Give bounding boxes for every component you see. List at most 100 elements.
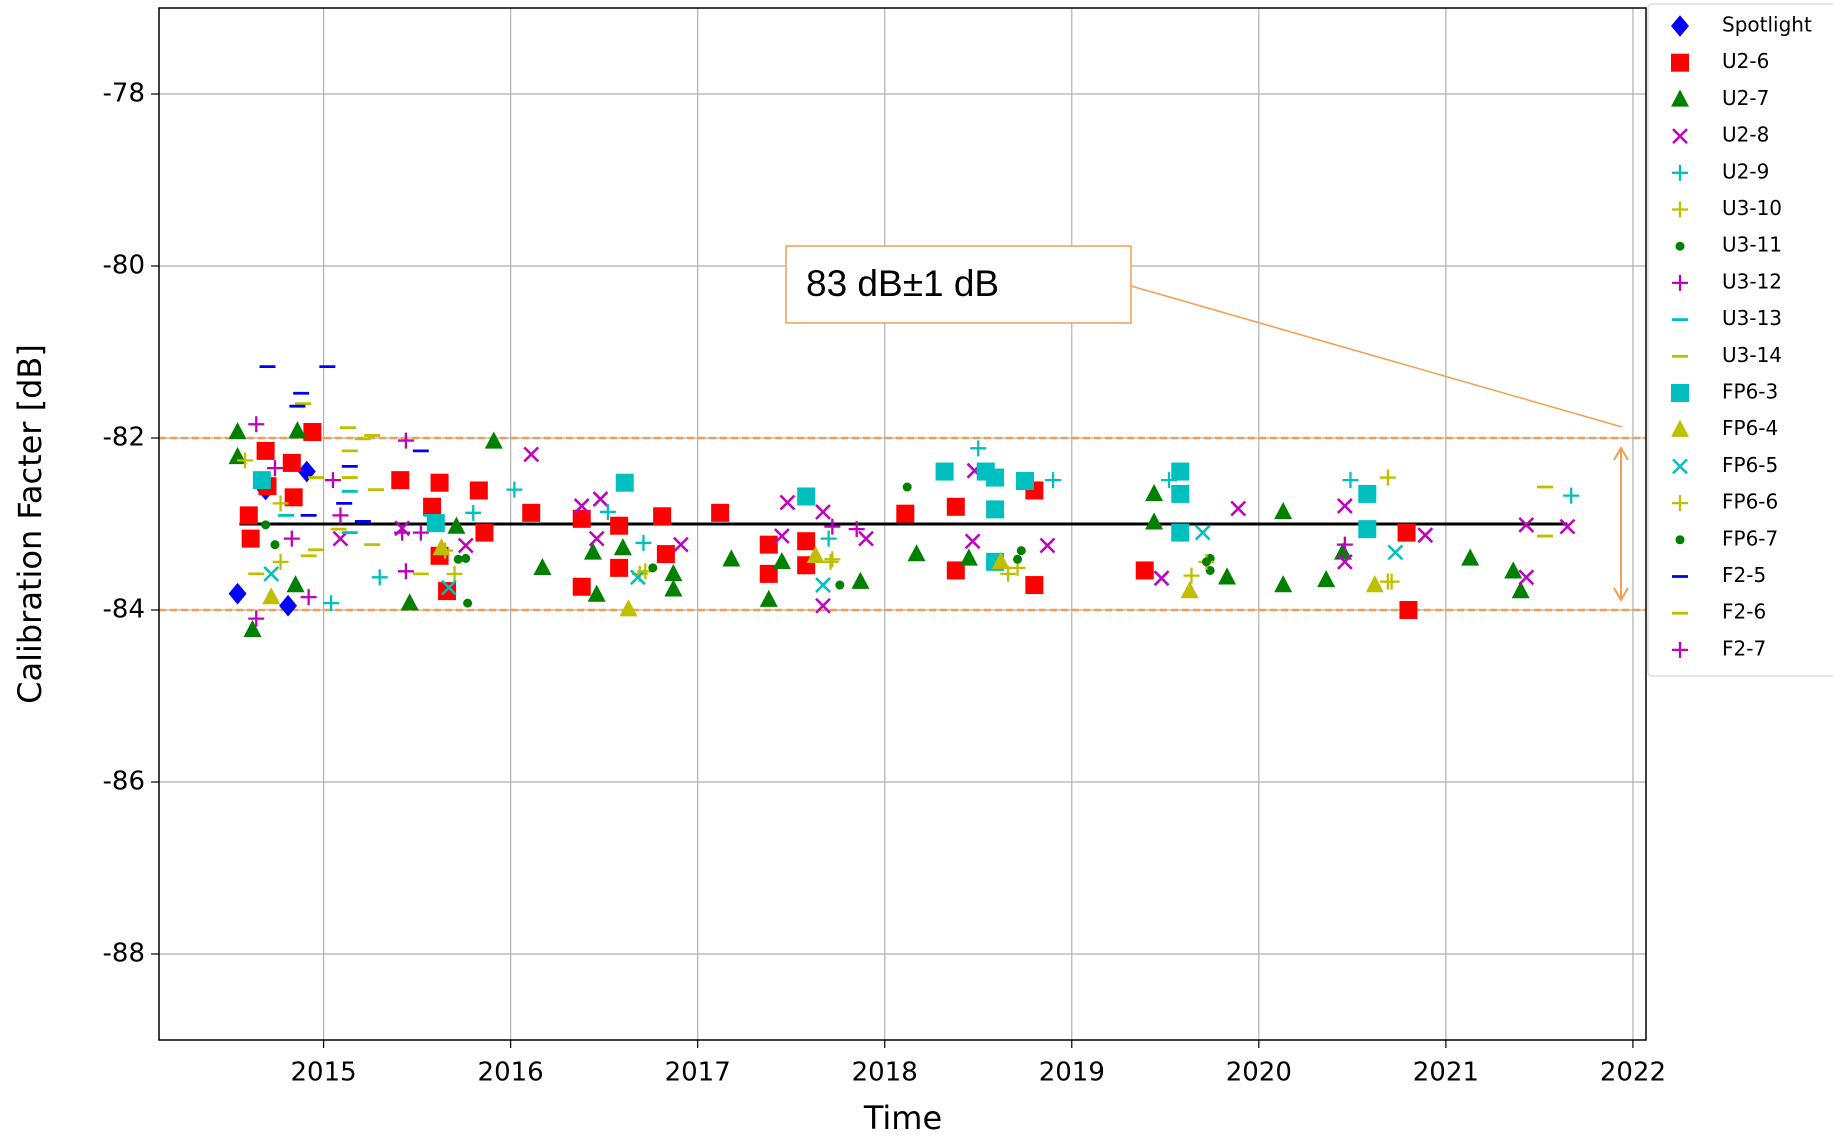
marker-triangle (262, 587, 281, 605)
marker-triangle (1145, 484, 1164, 502)
x-tick-label: 2019 (1039, 1058, 1105, 1088)
marker-x (523, 446, 540, 463)
marker-triangle (772, 551, 791, 570)
marker-plus (248, 610, 265, 627)
marker-x (1559, 518, 1576, 535)
marker-plus (820, 530, 837, 547)
marker-dot (463, 598, 473, 608)
marker-triangle (447, 516, 466, 534)
marker-x (263, 565, 280, 582)
marker-plus (1672, 274, 1688, 291)
legend-label: FP6-7 (1722, 526, 1778, 550)
y-tick-label: -78 (103, 79, 145, 109)
marker-triangle (1461, 548, 1480, 566)
marker-plus (1672, 201, 1688, 218)
legend: Spotlight U2-6 U2-7 U2-8 U2-9 U3-10 U3-11 U3-12… (1647, 3, 1833, 677)
marker-square (282, 453, 301, 472)
marker-x (629, 569, 646, 586)
y-tick-label: -84 (103, 595, 145, 625)
marker-plus (1336, 536, 1353, 553)
marker-square (572, 577, 591, 596)
marker-square (430, 473, 449, 492)
marker-dot (270, 540, 280, 550)
marker-square (1171, 462, 1190, 481)
marker-square (896, 504, 915, 523)
marker-square (1671, 53, 1689, 72)
marker-square (935, 462, 954, 481)
marker-triangle (907, 544, 926, 562)
marker-plus (412, 524, 429, 541)
marker-triangle (228, 447, 247, 465)
marker-square (423, 497, 442, 516)
legend-label: U3-13 (1722, 306, 1782, 330)
marker-plus (272, 495, 289, 512)
marker-square (391, 471, 410, 490)
marker-plus (323, 595, 340, 612)
marker-x (592, 491, 609, 507)
marker-plus (635, 534, 652, 551)
marker-plus (970, 440, 987, 457)
marker-square (252, 471, 271, 490)
arrow-head (1613, 587, 1629, 602)
marker-square (1399, 601, 1418, 619)
x-tick-label: 2020 (1226, 1058, 1292, 1088)
marker-square (1397, 523, 1416, 542)
legend-label: F2-5 (1722, 563, 1766, 587)
marker-triangle (484, 431, 503, 449)
legend-label: FP6-6 (1722, 490, 1778, 514)
marker-x (1153, 570, 1170, 587)
marker-triangle (664, 579, 683, 597)
marker-plus (371, 569, 388, 586)
marker-dot (1201, 557, 1211, 567)
marker-triangle (228, 422, 247, 440)
legend-label: U2-8 (1722, 123, 1769, 147)
legend-label: U3-14 (1722, 343, 1782, 367)
marker-plus (848, 521, 865, 538)
annotation-box (785, 245, 1132, 324)
marker-plus (1342, 472, 1359, 489)
marker-triangle (959, 548, 978, 566)
marker-x (1518, 516, 1535, 533)
marker-triangle (1274, 502, 1293, 520)
marker-x (1672, 128, 1688, 144)
legend-label: U2-9 (1722, 159, 1769, 183)
marker-x (1039, 537, 1056, 554)
marker-x (672, 536, 689, 553)
x-tick-label: 2016 (478, 1058, 544, 1088)
marker-plus (324, 472, 341, 489)
marker-triangle (1274, 575, 1293, 593)
marker-plus (1672, 164, 1688, 181)
x-tick-label: 2015 (291, 1058, 357, 1088)
legend-label: Spotlight (1722, 13, 1812, 37)
marker-plus (1383, 573, 1400, 590)
marker-square (656, 545, 675, 564)
marker-plus (824, 518, 841, 535)
marker-triangle (1180, 581, 1199, 599)
x-tick-label: 2017 (665, 1058, 731, 1088)
marker-square (284, 488, 303, 507)
marker-triangle (759, 589, 778, 607)
marker-x (1417, 527, 1434, 544)
marker-square (239, 506, 258, 525)
x-tick-label: 2021 (1413, 1058, 1479, 1088)
marker-triangle (288, 421, 307, 439)
marker-square (1358, 520, 1377, 539)
marker-plus (300, 589, 317, 606)
marker-triangle (1671, 89, 1689, 107)
marker-square (1358, 484, 1377, 503)
marker-x (1230, 500, 1247, 517)
marker-x (1387, 544, 1404, 561)
legend-label: FP6-5 (1722, 453, 1778, 477)
marker-dot (261, 520, 271, 530)
marker-plus (465, 504, 482, 521)
legend-label: U3-11 (1722, 233, 1782, 257)
marker-x (573, 498, 590, 514)
marker-triangle (722, 549, 741, 567)
marker-square (1135, 561, 1154, 580)
legend-label: FP6-3 (1722, 380, 1778, 404)
marker-dot (1675, 535, 1685, 545)
marker-square (946, 497, 965, 516)
marker-x (1336, 553, 1353, 570)
marker-plus (1379, 469, 1396, 486)
marker-square (986, 468, 1005, 487)
